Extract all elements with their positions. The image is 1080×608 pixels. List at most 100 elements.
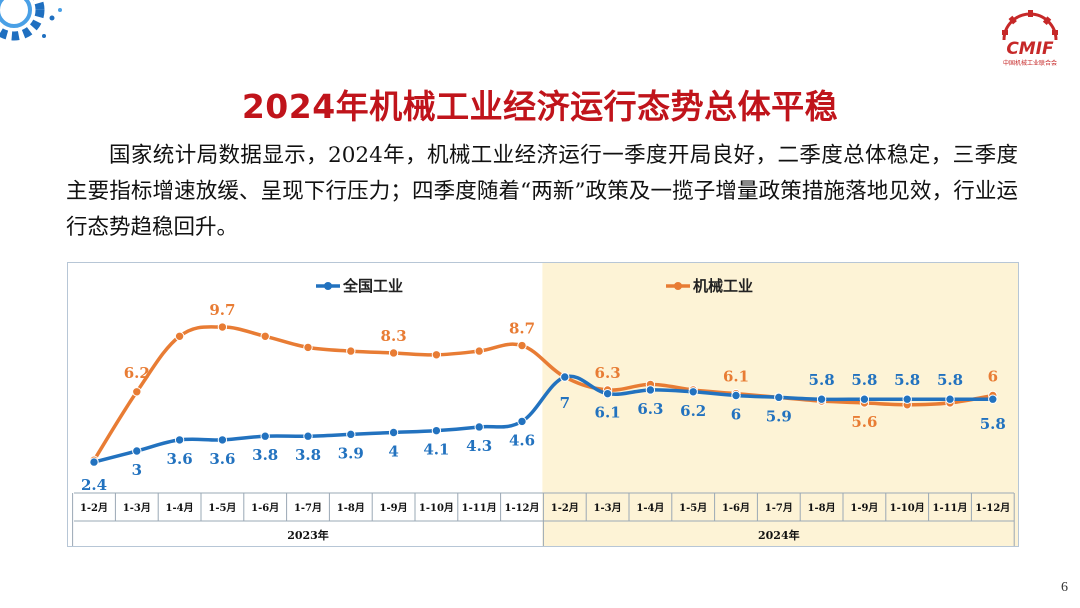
page-number: 6: [1061, 580, 1068, 595]
x-tick-label: 1-3月: [123, 502, 151, 514]
machinery-data-label: 6.2: [124, 364, 150, 382]
x-tick-label: 1-6月: [251, 502, 279, 514]
x-tick-label: 1-9月: [850, 502, 878, 514]
national-data-label: 5.9: [766, 407, 792, 425]
national-data-label: 6: [731, 406, 741, 424]
national-data-label: 4.3: [466, 437, 492, 455]
x-tick-label: 1-8月: [337, 502, 365, 514]
national-data-point: [945, 394, 955, 404]
intro-paragraph: 国家统计局数据显示，2024年，机械工业经济运行一季度开局良好，二季度总体稳定，…: [66, 143, 1018, 240]
x-tick-label: 1-2月: [80, 502, 108, 514]
logo-caption: 中国机械工业联合会: [1002, 60, 1057, 67]
national-data-point: [388, 427, 399, 438]
x-tick-label: 1-11月: [932, 502, 967, 514]
national-data-label: 3.8: [252, 446, 278, 464]
national-data-label: 5.8: [894, 371, 920, 389]
cmif-logo: CMIF 中国机械工业联合会: [990, 10, 1070, 68]
machinery-data-point: [217, 322, 228, 332]
national-data-point: [431, 425, 442, 436]
national-data-label: 3.9: [338, 444, 364, 462]
x-tick-label: 1-5月: [679, 502, 707, 514]
cmif-gear-icon: CMIF: [1002, 10, 1058, 59]
slide-title: 2024年机械工业经济运行态势总体平稳: [241, 87, 839, 126]
chart-container: 1-2月 1-3月 1-4月 1-5月 1-6月 1-7月 1-8月 1-9月 1-10月 1-1…: [67, 262, 1019, 547]
national-data-label: 3.8: [295, 446, 321, 464]
national-data-label: 7: [560, 394, 570, 412]
legend-swatch-dot: [674, 282, 682, 290]
x-tick-label: 1-10月: [890, 502, 925, 514]
national-data-point: [988, 394, 998, 404]
machinery-data-point: [174, 331, 185, 342]
year-group-label: 2024年: [758, 528, 800, 542]
national-data-label: 5.8: [980, 415, 1006, 433]
machinery-data-point: [346, 346, 356, 356]
x-tick-label: 1-3月: [594, 502, 622, 514]
machinery-data-label: 5.6: [851, 413, 877, 431]
national-data-point: [346, 429, 356, 440]
national-data-label: 3: [132, 461, 142, 479]
national-data-point: [132, 446, 142, 456]
x-tick-label: 1-4月: [636, 502, 664, 514]
national-data-point: [89, 457, 99, 467]
national-data-point: [731, 390, 741, 401]
legend-label: 机械工业: [693, 277, 753, 295]
national-data-label: 5.8: [937, 371, 963, 389]
national-data-point: [774, 392, 784, 403]
national-data-point: [517, 416, 527, 427]
machinery-data-point: [388, 348, 399, 358]
machinery-data-point: [260, 331, 270, 342]
year-group-label: 2023年: [287, 528, 329, 542]
x-tick-label: 1-2月: [551, 502, 579, 514]
x-tick-label: 1-4月: [166, 502, 194, 514]
national-data-label: 3.6: [209, 450, 235, 468]
machinery-series-line: [92, 325, 995, 462]
x-tick-label: 1-9月: [380, 502, 408, 514]
x-tick-label: 1-12月: [975, 502, 1010, 514]
national-data-point: [174, 435, 185, 445]
national-data-label: 4: [388, 443, 398, 461]
machinery-data-point: [303, 342, 313, 353]
machinery-data-label: 6.3: [595, 364, 621, 382]
logo-mark-text: CMIF: [1006, 39, 1054, 59]
gear-decoration-icon: [0, 0, 62, 41]
national-data-point: [303, 431, 313, 441]
machinery-data-point: [474, 346, 484, 356]
x-tick-label: 1-8月: [808, 502, 836, 514]
national-data-point: [560, 372, 570, 382]
national-data-label: 5.8: [809, 371, 835, 389]
x-tick-label: 1-10月: [419, 502, 454, 514]
national-data-point: [474, 422, 484, 432]
national-data-point: [688, 387, 698, 397]
x-tick-label: 1-6月: [722, 502, 750, 514]
national-data-point: [260, 431, 270, 441]
national-data-label: 5.8: [851, 371, 877, 389]
national-data-label: 6.1: [595, 404, 621, 422]
national-data-point: [859, 394, 870, 404]
machinery-data-label: 8.7: [509, 320, 535, 338]
national-data-point: [816, 394, 827, 404]
national-data-point: [902, 394, 912, 404]
national-data-label: 4.6: [509, 431, 535, 449]
national-data-label: 6.3: [637, 400, 663, 418]
national-data-label: 2.4: [81, 476, 107, 494]
machinery-data-label: 6.1: [723, 368, 749, 386]
x-tick-label: 1-5月: [208, 502, 236, 514]
national-data-label: 3.6: [167, 450, 193, 468]
x-tick-label: 1-7月: [294, 502, 322, 514]
national-data-point: [645, 385, 656, 395]
national-data-point: [217, 435, 228, 445]
machinery-data-point: [132, 387, 142, 397]
national-series-line: [92, 374, 995, 464]
national-data-point: [602, 388, 613, 399]
x-tick-label: 1-12月: [504, 502, 539, 514]
x-tick-label: 1-11月: [462, 502, 497, 514]
national-data-label: 6.2: [680, 402, 706, 420]
national-data-label: 4.1: [423, 441, 449, 459]
x-tick-label: 1-7月: [765, 502, 793, 514]
legend-label: 全国工业: [342, 277, 403, 295]
legend-swatch-dot: [324, 282, 332, 290]
machinery-data-point: [431, 350, 442, 360]
machinery-data-label: 8.3: [381, 327, 407, 345]
machinery-data-label: 6: [988, 368, 998, 386]
machinery-data-point: [517, 340, 527, 351]
